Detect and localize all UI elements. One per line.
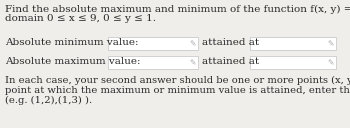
Text: domain 0 ≤ x ≤ 9, 0 ≤ y ≤ 1.: domain 0 ≤ x ≤ 9, 0 ≤ y ≤ 1. <box>5 14 156 23</box>
Text: ✎: ✎ <box>328 58 334 67</box>
Text: In each case, your second answer should be one or more points (x, y). If there i: In each case, your second answer should … <box>5 76 350 85</box>
Text: point at which the maximum or minimum value is attained, enter them all separate: point at which the maximum or minimum va… <box>5 86 350 95</box>
FancyBboxPatch shape <box>250 56 336 69</box>
FancyBboxPatch shape <box>108 56 198 69</box>
FancyBboxPatch shape <box>108 37 198 50</box>
Text: ✎: ✎ <box>190 39 196 48</box>
Text: Absolute maximum value:: Absolute maximum value: <box>5 57 140 66</box>
Text: ✎: ✎ <box>328 39 334 48</box>
Text: Absolute minimum value:: Absolute minimum value: <box>5 38 139 47</box>
FancyBboxPatch shape <box>250 37 336 50</box>
Text: Find the absolute maximum and minimum of the function f(x, y) = y√x – y² − x + 3: Find the absolute maximum and minimum of… <box>5 4 350 14</box>
Text: attained at: attained at <box>202 38 259 47</box>
Text: ✎: ✎ <box>190 58 196 67</box>
Text: attained at: attained at <box>202 57 259 66</box>
Text: (e.g. (1,2),(1,3) ).: (e.g. (1,2),(1,3) ). <box>5 96 92 105</box>
